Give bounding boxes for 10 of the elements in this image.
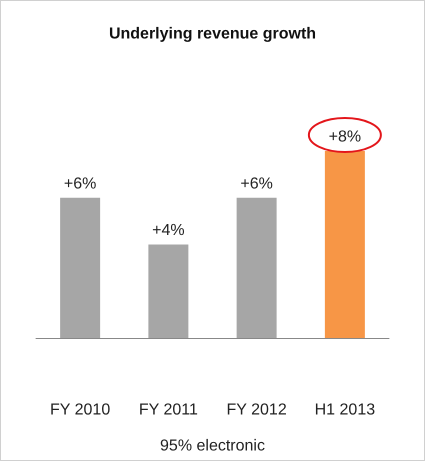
text: 95% electronic	[160, 438, 265, 454]
x-tick-label: H1 2013	[314, 402, 376, 418]
chart-title: Underlying revenue growth	[108, 26, 316, 42]
data-label: +4%	[152, 222, 185, 239]
x-tick-label: FY 2011	[138, 402, 198, 418]
x-tick-label: FY 2012	[226, 402, 287, 418]
data-label: +6%	[64, 175, 96, 192]
data-label: +8%	[328, 128, 362, 146]
x-tick-label: FY 2010	[50, 402, 110, 418]
data-label: +6%	[240, 175, 273, 192]
